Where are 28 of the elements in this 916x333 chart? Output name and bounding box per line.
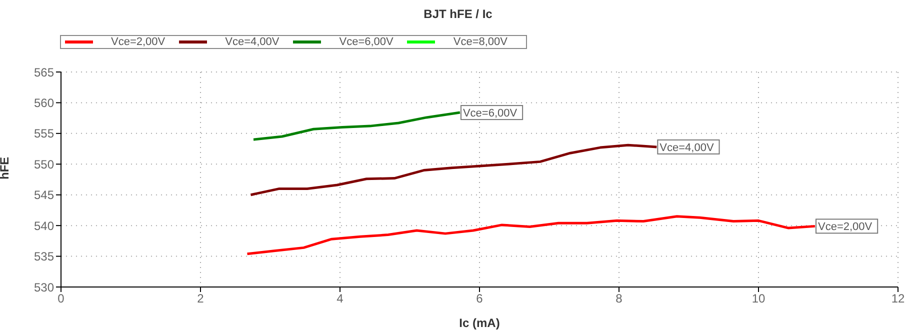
annotation: Vce=6,00V	[462, 108, 518, 120]
x-tick-label: 0	[58, 292, 65, 306]
line-series	[252, 111, 462, 141]
y-tick-label: 545	[34, 188, 54, 202]
y-tick-label: 550	[34, 157, 54, 172]
legend-label: Vce=4,00V	[224, 36, 280, 48]
x-tick-label: 10	[752, 292, 766, 306]
x-tick-label: 2	[197, 292, 204, 306]
chart-title: BJT hFE / Ic	[422, 7, 494, 21]
y-tick-label: 540	[34, 218, 54, 233]
y-tick-label: 535	[34, 250, 54, 264]
legend-label: Vce=2,00V	[110, 36, 166, 48]
legend-label: Vce=6,00V	[338, 36, 394, 48]
x-axis-title: Ic (mA)	[459, 316, 500, 330]
x-tick-label: 8	[616, 292, 623, 306]
line-series	[249, 144, 658, 196]
y-tick-label: 555	[34, 126, 54, 141]
x-tick-label: 4	[336, 292, 344, 306]
y-axis-title: hFE	[0, 156, 12, 180]
x-tick-label: 6	[476, 292, 484, 306]
line-series	[246, 215, 816, 256]
x-tick-label: 12	[891, 292, 905, 306]
annotation: Vce=2,00V	[818, 221, 873, 234]
y-tick-label: 565	[34, 65, 54, 80]
annotation: Vce=4,00V	[660, 142, 714, 154]
y-tick-label: 560	[34, 96, 54, 110]
legend-label: Vce=8,00V	[452, 36, 508, 48]
y-tick-label: 530	[34, 280, 54, 294]
